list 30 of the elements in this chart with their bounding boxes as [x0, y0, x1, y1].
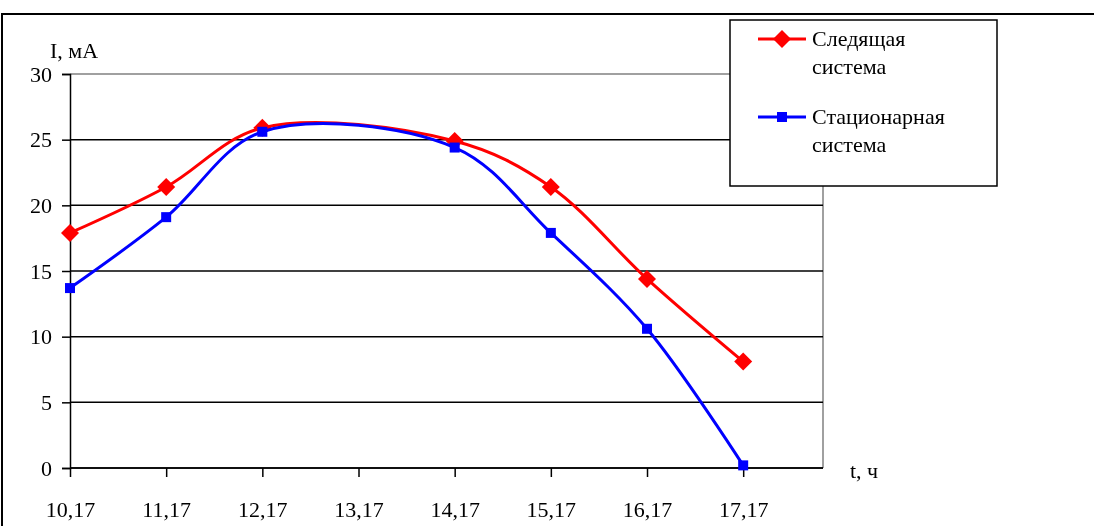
- point: [541, 177, 560, 196]
- point: [738, 460, 749, 471]
- y-tick-label: 0: [41, 455, 52, 481]
- point: [157, 177, 176, 196]
- y-axis-title: I, мА: [50, 38, 99, 63]
- x-tick-label: 12,17: [238, 496, 288, 522]
- point: [734, 352, 753, 371]
- legend-label: Следящая система: [812, 26, 906, 79]
- x-tick-label: 14,17: [430, 496, 480, 522]
- y-tick-label: 30: [30, 61, 52, 87]
- point: [642, 323, 653, 334]
- y-tick-label: 10: [30, 324, 52, 350]
- point: [61, 223, 79, 242]
- x-tick-label: 11,17: [142, 496, 192, 522]
- x-tick-label: 13,17: [334, 496, 384, 522]
- y-tick-label: 25: [30, 127, 52, 153]
- legend-label: Стационарная система: [812, 104, 945, 157]
- x-tick-label: 16,17: [622, 496, 673, 522]
- y-tick-label: 15: [30, 258, 52, 284]
- x-axis-title: t, ч: [850, 458, 879, 483]
- x-tick-label: 15,17: [526, 496, 577, 522]
- point: [449, 142, 460, 153]
- point: [161, 212, 172, 223]
- point: [545, 227, 556, 238]
- point: [65, 283, 75, 294]
- point: [638, 269, 657, 288]
- x-tick-label: 10,17: [45, 496, 96, 522]
- y-tick-label: 20: [30, 192, 52, 218]
- x-tick-label: 17,17: [718, 496, 769, 522]
- y-tick-label: 5: [41, 389, 52, 415]
